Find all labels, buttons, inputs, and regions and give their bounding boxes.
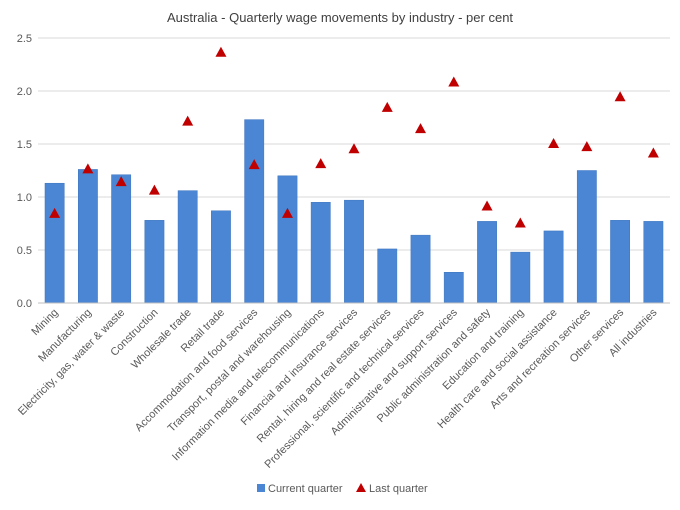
marker-triangle (581, 141, 593, 152)
bar (177, 190, 198, 304)
legend-swatch-last-quarter (356, 483, 366, 492)
y-tick-label: 0.0 (17, 298, 32, 310)
bar (211, 210, 231, 304)
bar (610, 220, 631, 304)
marker-triangle (248, 159, 260, 170)
y-tick-label: 0.5 (17, 245, 32, 257)
markers-last-quarter (49, 46, 659, 228)
bar (77, 169, 98, 304)
x-category-label: Accommodation and food services (133, 306, 261, 434)
marker-triangle (448, 76, 460, 87)
bar (277, 175, 298, 304)
x-category-label: Information media and telecommunications (170, 306, 327, 463)
bars-current-quarter (44, 119, 664, 304)
bar (510, 251, 531, 304)
marker-triangle (614, 91, 626, 102)
y-axis-tick-labels: 0.0 0.5 1.0 1.5 2.0 2.5 (17, 33, 32, 310)
marker-triangle (148, 184, 160, 195)
bar (144, 220, 165, 304)
marker-triangle (415, 123, 427, 134)
marker-triangle (49, 207, 61, 218)
marker-triangle (348, 143, 360, 154)
bar (111, 174, 132, 304)
marker-triangle (215, 46, 227, 57)
y-tick-label: 1.0 (17, 192, 32, 204)
chart-title: Australia - Quarterly wage movements by … (167, 10, 513, 25)
bar (344, 199, 364, 304)
x-category-label: Wholesale trade (129, 307, 194, 372)
x-category-label: Transport, postal and warehousing (166, 307, 294, 435)
legend-label-current-quarter: Current quarter (268, 483, 343, 495)
y-tick-label: 1.5 (17, 139, 32, 151)
legend-label-last-quarter: Last quarter (369, 483, 428, 495)
marker-triangle (381, 101, 393, 112)
bar (244, 119, 265, 304)
y-tick-label: 2.5 (17, 33, 32, 45)
marker-triangle (315, 158, 327, 169)
bar (576, 170, 597, 304)
marker-triangle (82, 163, 94, 174)
bar (410, 234, 431, 304)
marker-triangle (514, 217, 526, 228)
x-category-label: Health care and social assistance (435, 307, 559, 431)
marker-triangle (281, 207, 293, 218)
bar (443, 272, 464, 304)
bar (477, 221, 497, 304)
y-tick-label: 2.0 (17, 86, 32, 98)
marker-triangle (548, 137, 560, 148)
x-category-label: Mining (29, 307, 60, 338)
marker-triangle (115, 176, 127, 187)
marker-triangle (182, 115, 194, 126)
marker-triangle (481, 200, 493, 211)
bar (310, 202, 331, 304)
legend-swatch-current-quarter (257, 484, 265, 492)
bar (377, 248, 398, 304)
bar (643, 221, 664, 304)
bar (543, 230, 564, 304)
marker-triangle (647, 147, 659, 158)
bar (44, 182, 65, 304)
legend: Current quarter Last quarter (257, 483, 428, 495)
